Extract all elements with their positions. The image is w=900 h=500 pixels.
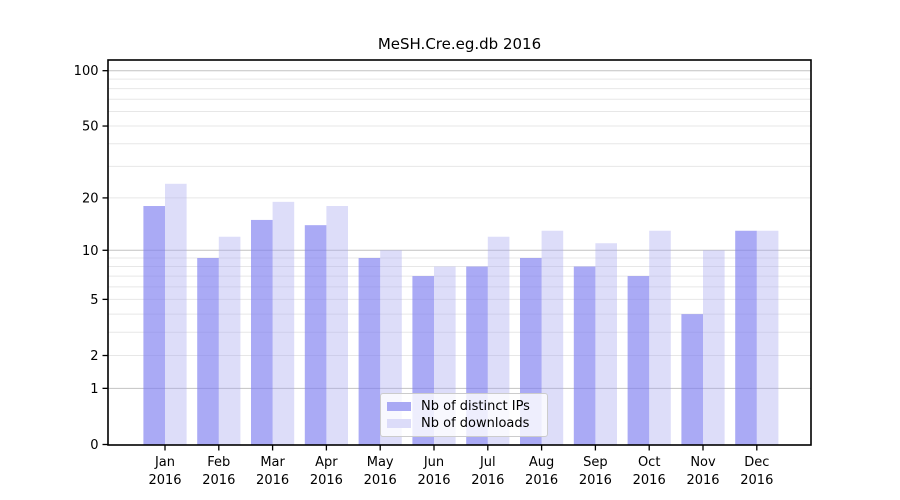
x-tick-label: Aug: [529, 455, 554, 470]
x-tick-label: 2016: [364, 473, 397, 488]
x-tick-label: 2016: [310, 473, 343, 488]
y-tick-label: 50: [82, 120, 99, 135]
x-tick-label: 2016: [148, 473, 181, 488]
x-tick-label: Nov: [690, 455, 716, 470]
bar-downloads-4: [326, 206, 348, 445]
y-tick-label: 2: [90, 349, 98, 364]
x-tick-label: 2016: [471, 473, 504, 488]
bar-downloads-12: [756, 230, 779, 445]
x-tick-label: Jul: [479, 455, 496, 470]
x-tick-label: Feb: [207, 455, 230, 470]
y-tick-label: 10: [82, 244, 99, 259]
y-tick-label: 100: [74, 64, 99, 79]
y-tick-label: 20: [82, 191, 99, 206]
chart-title: MeSH.Cre.eg.db 2016: [377, 35, 542, 53]
x-tick-label: 2016: [256, 473, 289, 488]
x-tick-label: Sep: [583, 455, 608, 470]
x-tick-label: Apr: [315, 455, 338, 470]
bar-distinct-ips-11: [681, 314, 703, 445]
bar-distinct-ips-3: [251, 219, 273, 445]
x-tick-label: 2016: [740, 473, 773, 488]
bar-downloads-10: [649, 230, 671, 445]
legend-item-distinct-ips: Nb of distinct IPs: [387, 398, 539, 415]
y-tick-label: 5: [90, 293, 98, 308]
bar-distinct-ips-12: [735, 230, 757, 445]
y-tick-label: 0: [90, 438, 98, 453]
bar-distinct-ips-4: [304, 225, 327, 445]
bar-distinct-ips-2: [197, 258, 219, 445]
bar-downloads-9: [595, 243, 617, 445]
bar-downloads-3: [272, 201, 295, 445]
legend: Nb of distinct IPs Nb of downloads: [380, 393, 548, 437]
legend-item-downloads: Nb of downloads: [387, 415, 539, 432]
bar-downloads-2: [218, 236, 241, 445]
axis-spines: [107, 59, 812, 446]
bar-distinct-ips-9: [573, 266, 596, 445]
x-tick-label: 2016: [417, 473, 450, 488]
x-tick-label: 2016: [525, 473, 558, 488]
legend-swatch-downloads: [387, 419, 411, 428]
y-tick-label: 1: [90, 382, 98, 397]
x-tick-label: Oct: [638, 455, 660, 470]
legend-label-downloads: Nb of downloads: [421, 416, 530, 431]
bar-downloads-11: [703, 250, 725, 445]
legend-swatch-distinct-ips: [387, 402, 411, 411]
bar-downloads-8: [541, 230, 564, 445]
bar-downloads-1: [165, 183, 187, 445]
x-tick-label: May: [367, 455, 394, 470]
x-tick-label: Jun: [423, 455, 444, 470]
bar-downloads-7: [487, 236, 510, 445]
bar-distinct-ips-5: [358, 258, 381, 445]
x-tick-label: 2016: [633, 473, 666, 488]
x-tick-label: 2016: [202, 473, 235, 488]
x-tick-label: Dec: [744, 455, 769, 470]
legend-label-distinct-ips: Nb of distinct IPs: [421, 399, 530, 414]
x-tick-label: 2016: [579, 473, 612, 488]
x-tick-label: 2016: [686, 473, 719, 488]
bar-distinct-ips-1: [143, 206, 165, 445]
x-tick-label: Mar: [260, 455, 285, 470]
bar-distinct-ips-10: [627, 276, 650, 445]
x-tick-label: Jan: [154, 455, 175, 470]
